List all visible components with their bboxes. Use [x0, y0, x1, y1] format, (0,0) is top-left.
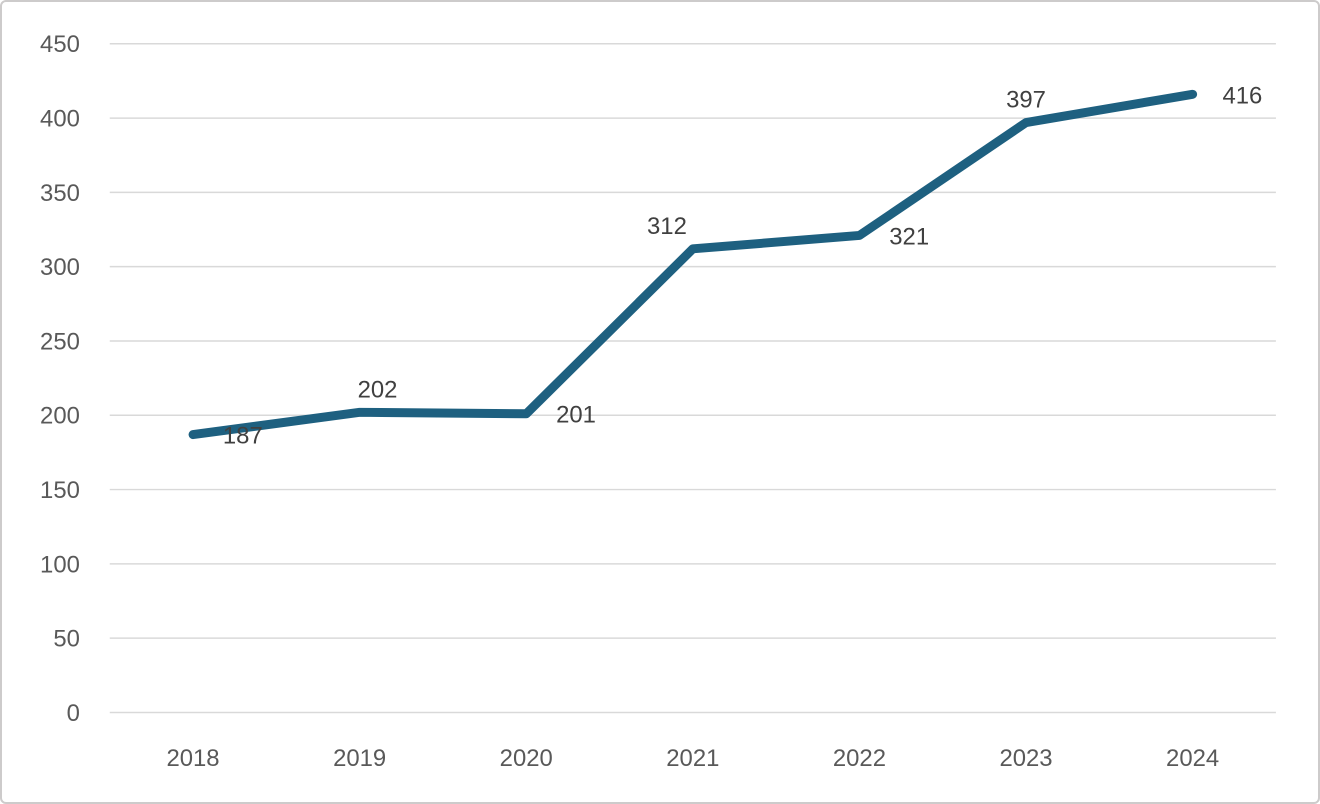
- y-axis-tick-label: 450: [40, 31, 80, 58]
- x-axis-label: 2018: [166, 745, 219, 772]
- y-axis-tick-label: 400: [40, 106, 80, 133]
- data-label: 201: [556, 402, 596, 429]
- series-line: [188, 89, 1198, 440]
- data-label: 312: [647, 213, 687, 240]
- y-axis-tick-label: 250: [40, 328, 80, 355]
- data-label: 187: [223, 423, 263, 450]
- y-axis-tick-label: 50: [53, 626, 80, 653]
- data-label: 416: [1222, 82, 1262, 109]
- data-label: 321: [889, 223, 929, 250]
- y-axis-tick-label: 350: [40, 180, 80, 207]
- x-axis-label: 2021: [666, 745, 719, 772]
- x-axis-label: 2019: [333, 745, 386, 772]
- y-axis-tick-label: 0: [67, 700, 80, 727]
- y-axis-tick-label: 300: [40, 254, 80, 281]
- data-label: 397: [1006, 87, 1046, 114]
- y-axis-tick-label: 200: [40, 403, 80, 430]
- y-axis-tick-label: 100: [40, 551, 80, 578]
- x-axis-label: 2023: [999, 745, 1052, 772]
- x-axis-label: 2020: [500, 745, 553, 772]
- x-axis-label: 2024: [1166, 745, 1219, 772]
- x-axis-label: 2022: [833, 745, 886, 772]
- data-label: 202: [358, 376, 398, 403]
- y-axis-tick-label: 150: [40, 477, 80, 504]
